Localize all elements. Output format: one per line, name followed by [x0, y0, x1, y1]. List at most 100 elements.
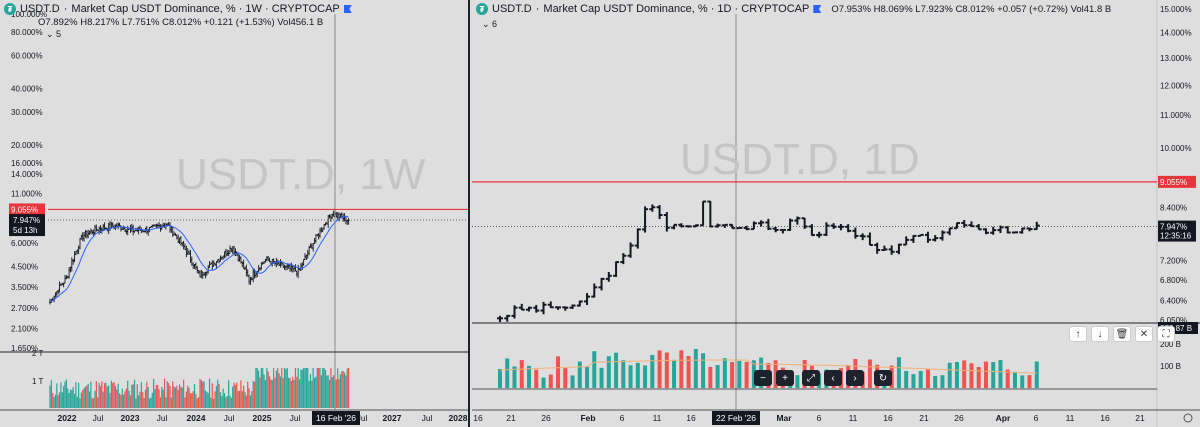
time-tick-label: Jul [93, 413, 104, 423]
scroll-right-button[interactable]: › [846, 370, 864, 386]
time-tick-label: 26 [954, 413, 964, 423]
chevron-down-icon: ⌄ [46, 29, 57, 39]
volume-bar [236, 382, 238, 408]
weekly-symbol[interactable]: USDT.D [20, 3, 60, 15]
volume-bar [110, 380, 112, 408]
volume-bar [187, 385, 189, 408]
volume-bar [135, 398, 137, 408]
volume-bar [341, 371, 343, 408]
volume-bar [925, 369, 930, 388]
time-tick-label: 16 [1100, 413, 1110, 423]
time-tick-label: Mar [776, 413, 792, 423]
volume-bar [165, 397, 167, 408]
fit-button[interactable]: ⤢ [802, 370, 820, 386]
volume-bar [129, 395, 132, 408]
volume-bar [650, 354, 655, 388]
delete-pane-button[interactable]: 🗑 [1113, 326, 1131, 342]
volume-bar [664, 352, 669, 388]
volume-bar [319, 368, 321, 408]
volume-bar [643, 365, 648, 388]
volume-bar [95, 381, 97, 408]
volume-bar [202, 381, 204, 408]
volume-bar [498, 368, 502, 388]
volume-bar [226, 396, 228, 408]
volume-bar [326, 375, 328, 408]
flag-icon[interactable] [813, 5, 822, 13]
volume-bar [333, 375, 335, 408]
volume-bar [198, 397, 200, 408]
zoom-in-button[interactable]: + [776, 370, 794, 386]
volume-bar [301, 369, 303, 408]
volume-bar [548, 374, 553, 388]
volume-bar [50, 380, 52, 408]
volume-bar [148, 398, 151, 408]
last-price-tag [9, 214, 45, 237]
volume-bar [144, 389, 147, 408]
volume-bar [635, 362, 640, 388]
volume-bar [154, 389, 156, 408]
volume-bar [232, 386, 234, 408]
volume-bar [132, 384, 134, 408]
volume-bar [109, 392, 111, 408]
volume-bar [255, 368, 257, 408]
volume-bar [65, 379, 67, 408]
volume-bar [307, 368, 309, 408]
daily-symbol[interactable]: USDT.D [492, 3, 532, 15]
daily-chart-canvas[interactable]: 15.000% 14.000% 13.000% 12.000% 11.000% 10.00… [472, 0, 1200, 427]
volume-bar [274, 377, 276, 408]
volume-bar [867, 359, 872, 388]
price-tick-label: 7.200% [1160, 256, 1187, 265]
volume-bar [192, 391, 194, 408]
price-tick-label: 6.000% [11, 239, 38, 248]
weekly-chart-canvas[interactable]: 100.000% 80.000% 60.000% 40.000% 30.000% 20.0… [0, 0, 470, 427]
volume-bar [337, 368, 339, 408]
chevron-down-icon: ⌄ [482, 19, 493, 29]
volume-bar [199, 378, 201, 408]
zoom-out-button[interactable]: − [754, 370, 772, 386]
daily-indicator-toggle[interactable]: ⌄ 6 [482, 19, 497, 30]
move-pane-down-button[interactable]: ↓ [1091, 326, 1109, 342]
volume-bar [962, 360, 967, 388]
volume-bar [621, 360, 626, 388]
volume-bar [249, 395, 252, 408]
volume-bar [196, 398, 198, 408]
volume-bar [157, 384, 159, 408]
volume-bar [258, 370, 260, 408]
volume-bar [323, 368, 325, 408]
move-pane-up-button[interactable]: ↑ [1069, 326, 1087, 342]
volume-bar [161, 386, 163, 408]
volume-bar [240, 380, 242, 408]
volume-bar [155, 385, 157, 408]
volume-bar [189, 393, 192, 408]
volume-bar [91, 398, 93, 408]
weekly-chart-pane[interactable]: 100.000% 80.000% 60.000% 40.000% 30.000% 20.0… [0, 0, 470, 427]
last-price-tag [1158, 220, 1196, 242]
volume-bar [99, 385, 102, 408]
maximize-pane-button[interactable]: ⛶ [1157, 326, 1175, 342]
volume-bar [238, 390, 241, 408]
volume-bar [527, 365, 532, 388]
price-tick-label: 10.000% [1160, 144, 1192, 153]
volume-bar [316, 368, 318, 408]
volume-bar [215, 385, 217, 408]
volume-bar [136, 384, 138, 408]
volume-bar [206, 391, 208, 408]
reset-chart-button[interactable]: ↻ [874, 370, 892, 386]
volume-bar [211, 383, 213, 408]
collapse-pane-button[interactable]: ✕ [1135, 326, 1153, 342]
daily-watermark: USDT.D, 1D [680, 135, 920, 184]
volume-bar [69, 389, 72, 408]
flag-icon[interactable] [343, 5, 352, 13]
volume-bar [262, 368, 264, 408]
volume-bar [210, 397, 212, 408]
price-tick-label: 60.000% [11, 52, 43, 61]
weekly-indicator-toggle[interactable]: ⌄ 5 [46, 29, 61, 40]
volume-bar [244, 392, 246, 408]
time-tick-label: 16 [883, 413, 893, 423]
volume-bar [312, 368, 314, 408]
daily-chart-pane[interactable]: 15.000% 14.000% 13.000% 12.000% 11.000% 10.00… [472, 0, 1200, 427]
settings-gear-icon [1183, 413, 1193, 423]
time-tick-label: Apr [996, 413, 1011, 423]
scroll-left-button[interactable]: ‹ [824, 370, 842, 386]
volume-bar [219, 392, 222, 408]
